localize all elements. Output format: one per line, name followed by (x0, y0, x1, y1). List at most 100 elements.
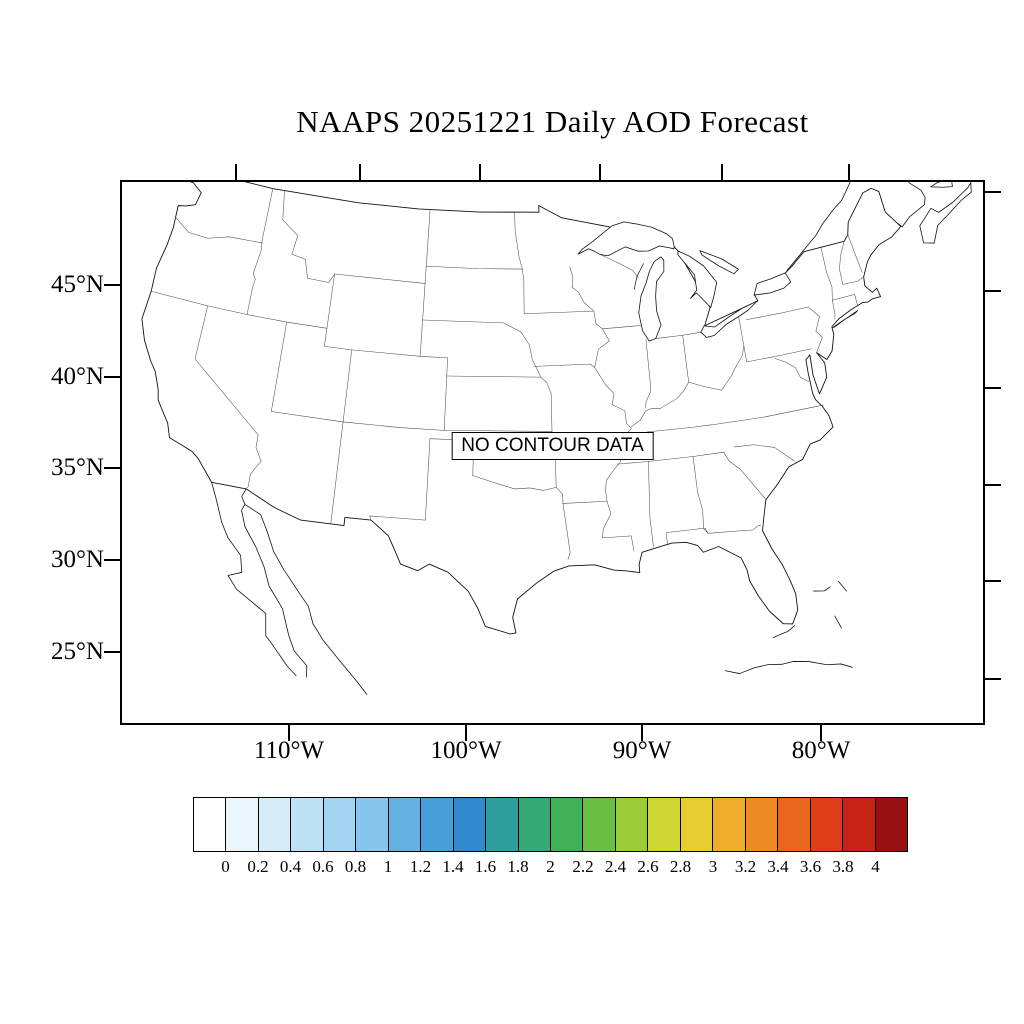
colorbar-cell (194, 798, 227, 851)
axis-tick (985, 290, 1001, 292)
state-border (369, 438, 431, 521)
colorbar-tick-label: 1.4 (442, 857, 464, 876)
state-border (774, 358, 809, 382)
colorbar-tick-label: 0.2 (247, 857, 269, 876)
state-border (746, 348, 812, 363)
colorbar-cell (778, 798, 811, 851)
colorbar-cell (875, 798, 907, 851)
state-border (422, 319, 522, 333)
state-border (577, 291, 632, 539)
state-border (324, 273, 335, 347)
axis-tick (985, 580, 1001, 582)
state-border (630, 345, 745, 427)
colorbar-tick-label: 2.4 (604, 857, 627, 876)
canada-coastline (898, 182, 926, 228)
state-border (569, 266, 579, 293)
lat-label-35n: 35°N (50, 454, 104, 481)
state-border (600, 254, 639, 279)
colorbar-tick-label: 0 (221, 857, 230, 876)
state-border (443, 357, 448, 431)
colorbar-tick-label: 3.4 (767, 857, 789, 876)
colorbar-tick-label: 0.8 (344, 857, 367, 876)
colorbar-cell (810, 798, 844, 851)
axis-tick (985, 191, 1001, 193)
colorbar-cell (550, 798, 584, 851)
axis-tick (235, 164, 237, 180)
colorbar-cell (421, 798, 454, 851)
state-border (645, 339, 651, 409)
colorbar-tick-label: 2.2 (572, 857, 594, 876)
axis-tick (721, 164, 723, 180)
island-coastline (773, 625, 796, 638)
state-border (520, 331, 542, 378)
mexico-coastline (211, 481, 297, 677)
state-border (282, 190, 335, 283)
colorbar-tick-label: 2.8 (669, 857, 692, 876)
axis-tick (465, 725, 467, 741)
state-border (426, 266, 523, 270)
great-lake (699, 250, 739, 275)
state-border (842, 276, 864, 285)
great-lake (753, 272, 792, 296)
state-border (832, 294, 858, 307)
colorbar-tick-label: 3.2 (734, 857, 757, 876)
axis-tick (104, 467, 120, 469)
great-lake (577, 221, 675, 257)
colorbar-cell (648, 798, 681, 851)
state-border (562, 500, 608, 504)
axis-tick (288, 725, 290, 741)
colorbar-cell (388, 798, 422, 851)
state-border (839, 241, 845, 285)
state-border (733, 444, 795, 462)
lon-label-110w: 110°W (253, 737, 325, 764)
colorbar-tick-label: 4 (871, 857, 880, 876)
state-border (271, 321, 288, 412)
axis-tick (104, 651, 120, 653)
axis-tick (104, 284, 120, 286)
state-border (334, 273, 426, 284)
state-border (523, 310, 594, 314)
colorbar-cell (518, 798, 551, 851)
state-border (602, 325, 641, 330)
colorbar-tick-label: 1.8 (507, 857, 529, 876)
state-border (692, 456, 709, 534)
colorbar-tick-label: 0.6 (312, 857, 334, 876)
island-coastline (838, 580, 847, 592)
state-border (446, 375, 542, 378)
colorbar-cell (453, 798, 487, 851)
colorbar-cell (583, 798, 616, 851)
colorbar-cell (745, 798, 779, 851)
island-coastline (834, 615, 842, 629)
colorbar-labels: 0 0.2 0.4 0.6 0.8 1 1.2 1.4 1.6 1.8 2 2.2 2.4 2.6 2.8 3… (193, 857, 908, 879)
lon-label-100w: 100°W (430, 737, 502, 764)
colorbar-cell (680, 798, 714, 851)
great-lake (677, 250, 718, 308)
colorbar-cell (713, 798, 746, 851)
colorbar-tick-label: 2 (546, 857, 555, 876)
us-coastline-border (141, 182, 902, 635)
state-border (655, 331, 702, 339)
axis-tick (985, 678, 1001, 680)
state-border (847, 234, 863, 273)
canada-island (930, 182, 953, 188)
lat-label-40n: 40°N (50, 363, 104, 390)
axis-tick (104, 376, 120, 378)
lat-label-45n: 45°N (50, 271, 104, 298)
axis-tick (479, 164, 481, 180)
state-border (815, 316, 823, 353)
great-lake (638, 256, 665, 342)
state-border (342, 349, 353, 423)
axis-tick (985, 484, 1001, 486)
state-border (540, 376, 553, 432)
state-border (665, 527, 709, 546)
colorbar-cell (258, 798, 292, 851)
lon-label-90w: 90°W (612, 737, 672, 764)
island-coastline (724, 661, 853, 674)
canada-island (919, 182, 972, 244)
colorbar-cell (291, 798, 324, 851)
state-border (723, 451, 767, 500)
axis-tick (985, 387, 1001, 389)
state-border (533, 363, 595, 368)
plot-title: NAAPS 20251221 Daily AOD Forecast (296, 104, 809, 139)
state-border (514, 212, 525, 314)
